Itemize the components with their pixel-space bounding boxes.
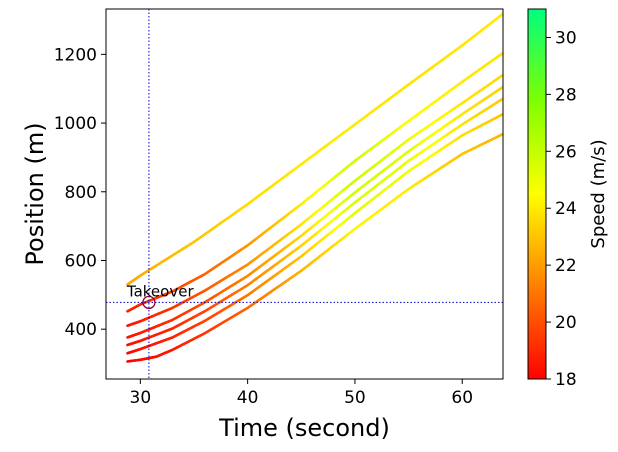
x-tick-label: 60 [451, 388, 473, 408]
colorbar-ticks: 18 20 22 24 26 28 30 [546, 28, 577, 390]
y-tick-label: 600 [65, 251, 97, 271]
y-tick-label: 1000 [54, 114, 97, 134]
colorbar-title: Speed (m/s) [588, 139, 609, 248]
y-tick-label: 400 [65, 320, 97, 340]
colorbar-tick-label: 18 [555, 370, 577, 390]
series-line [126, 97, 503, 347]
x-tick-label: 40 [237, 388, 259, 408]
reference-lines [106, 9, 503, 379]
colorbar-tick-label: 22 [555, 256, 577, 276]
colorbar-tick-label: 24 [555, 199, 577, 219]
colorbar-tick-label: 28 [555, 85, 577, 105]
plot-frame [105, 8, 504, 380]
colorbar-tick-label: 30 [555, 28, 577, 48]
y-axis-title: Position (m) [21, 122, 49, 265]
series-line [126, 112, 503, 355]
y-axis-ticks: 400 600 800 1000 1200 [54, 45, 106, 340]
series-layer [126, 12, 503, 363]
colorbar-tick-label: 20 [555, 313, 577, 333]
x-axis-title: Time (second) [218, 414, 390, 442]
y-tick-label: 800 [65, 183, 97, 203]
series-line [126, 73, 503, 328]
takeover-marker [142, 295, 156, 310]
x-axis-ticks: 30 40 50 60 [130, 379, 473, 408]
x-tick-label: 30 [130, 388, 152, 408]
series-line [126, 12, 503, 286]
x-tick-label: 50 [344, 388, 366, 408]
series-line [126, 85, 503, 339]
colorbar-tick-label: 26 [555, 142, 577, 162]
series-line [126, 132, 503, 363]
y-tick-label: 1200 [54, 45, 97, 65]
colorbar [527, 8, 547, 380]
takeover-label: Takeover [126, 282, 195, 300]
takeover-annotation: Takeover [126, 282, 195, 310]
series-line [126, 51, 503, 313]
